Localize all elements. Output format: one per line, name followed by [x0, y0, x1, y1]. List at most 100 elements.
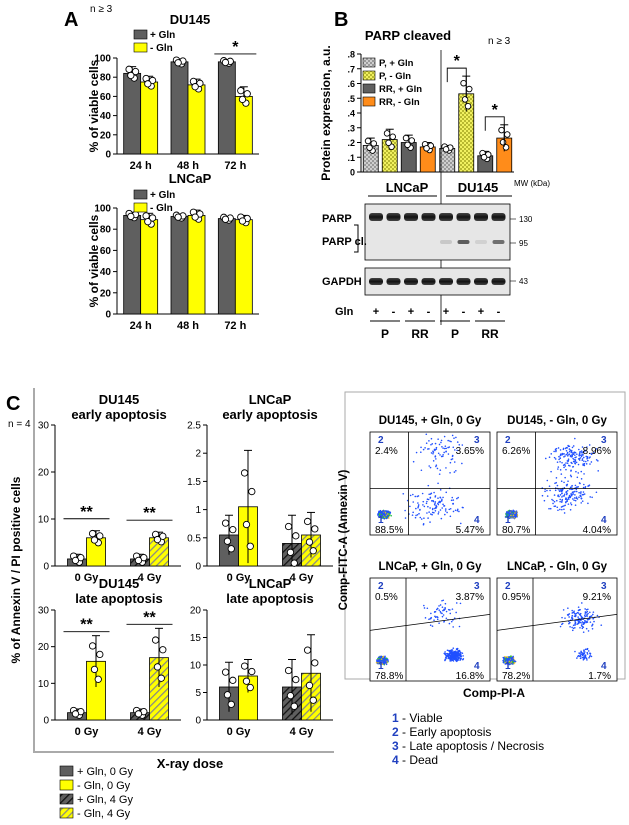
flow-event: [450, 654, 452, 656]
blot-band-parp: [386, 213, 401, 221]
flow-key-number: 4: [392, 753, 402, 767]
flow-event: [449, 658, 452, 661]
quadrant-number: 2: [378, 435, 384, 446]
flow-event: [587, 612, 589, 615]
flow-event: [512, 510, 515, 513]
flow-event: [441, 446, 443, 448]
flow-event: [431, 513, 433, 516]
flow-event: [404, 517, 407, 519]
flow-event: [590, 615, 593, 617]
flow-event: [426, 498, 429, 501]
flow-event: [580, 470, 583, 473]
data-point: [88, 642, 97, 650]
data-point: [364, 137, 372, 145]
western-blot-parp: [364, 203, 511, 261]
flow-event: [457, 653, 459, 656]
flow-event: [509, 512, 511, 515]
flow-event: [584, 608, 586, 610]
flow-event: [548, 456, 551, 459]
y-tick-label: 1.5: [187, 477, 201, 488]
flow-event: [422, 448, 425, 451]
flow-event: [415, 514, 417, 517]
flow-event: [574, 623, 576, 625]
flow-event: [402, 493, 405, 495]
blot-band-parp: [404, 213, 418, 221]
data-point: [227, 700, 235, 708]
flow-event: [575, 470, 577, 473]
flow-event: [597, 470, 600, 472]
flow-event: [559, 498, 561, 501]
flow-event: [580, 653, 583, 656]
flow-event: [561, 461, 563, 464]
data-point: [96, 650, 104, 659]
flow-event: [573, 451, 576, 453]
flow-event: [433, 448, 436, 451]
flow-event: [583, 460, 585, 462]
flow-event: [453, 437, 455, 439]
data-point: [153, 663, 162, 671]
flow-event: [453, 471, 456, 473]
flow-event: [433, 511, 435, 514]
flow-event: [572, 624, 575, 627]
data-point: [311, 525, 319, 533]
quadrant-percent: 3.65%: [456, 446, 484, 457]
flow-event: [422, 523, 425, 526]
flow-event: [378, 513, 381, 515]
flow-event: [558, 489, 560, 491]
n-note-c: n = 4: [8, 419, 31, 430]
flow-event: [567, 613, 569, 616]
data-point: [248, 667, 256, 676]
flow-event: [447, 655, 450, 658]
y-tick-label: 100: [94, 54, 111, 65]
data-point: [286, 692, 295, 700]
flow-event: [578, 448, 580, 451]
flow-event: [404, 509, 406, 512]
flow-event: [437, 511, 440, 513]
flow-event: [434, 502, 436, 505]
data-point: [153, 535, 162, 544]
data-point: [88, 529, 97, 538]
flow-key-text: - Late apoptosis / Necrosis: [402, 739, 544, 753]
data-point: [423, 145, 430, 152]
data-point: [131, 67, 140, 76]
flow-event: [558, 495, 560, 498]
flow-event: [511, 659, 513, 661]
chart-title: DU145: [99, 392, 139, 407]
flow-event: [567, 480, 569, 483]
flow-plot-title: DU145, - Gln, 0 Gy: [507, 415, 607, 427]
flow-event: [576, 611, 579, 614]
data-point: [221, 215, 230, 223]
flow-event: [452, 499, 455, 501]
significance-label: **: [80, 617, 93, 634]
bar: [123, 72, 142, 155]
x-tick-label: 4 Gy: [138, 572, 163, 584]
flow-event: [577, 486, 579, 488]
flow-event: [570, 470, 572, 472]
panel-label-b: B: [334, 9, 348, 31]
bar: [140, 81, 159, 155]
flow-event: [559, 460, 561, 463]
data-point: [157, 674, 165, 682]
flow-event: [441, 507, 443, 509]
flow-event: [563, 495, 566, 497]
legend-b-p-plus: P, + Gln: [379, 58, 414, 69]
blot-band-gapdh: [439, 278, 453, 285]
y-tick-label: .6: [347, 79, 355, 89]
flow-event: [572, 445, 575, 447]
chart-title: late apoptosis: [226, 591, 313, 606]
flow-event: [559, 494, 562, 496]
flow-event: [568, 445, 571, 448]
flow-event: [429, 521, 431, 523]
x-tick-label: 24 h: [130, 160, 152, 172]
legend-b-rr-plus: RR, + Gln: [379, 84, 422, 95]
flow-event: [570, 461, 573, 464]
flow-event: [450, 499, 453, 502]
y-tick-label: .8: [347, 50, 355, 60]
flow-event: [433, 503, 436, 506]
flow-event: [567, 607, 569, 609]
bar: [217, 218, 236, 315]
bar: [187, 84, 206, 155]
data-point: [159, 532, 167, 540]
flow-event: [580, 651, 582, 654]
data-point: [174, 59, 182, 67]
